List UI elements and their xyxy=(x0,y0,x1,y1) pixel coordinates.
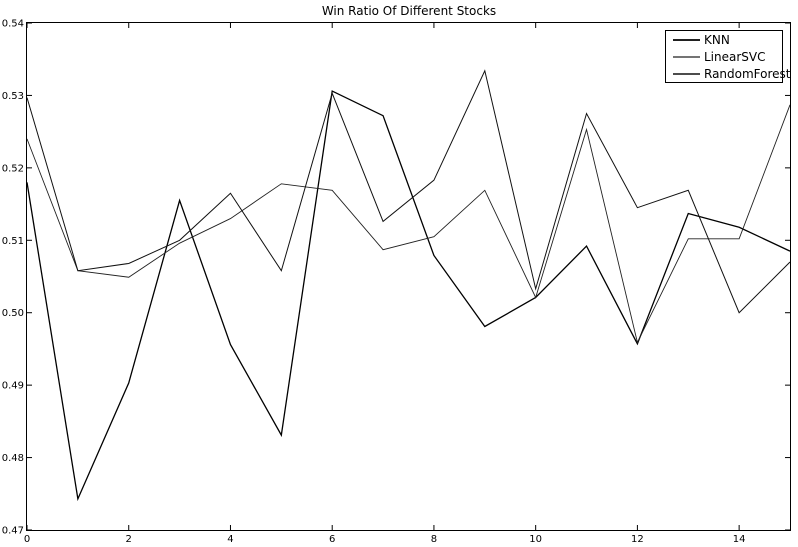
y-tick-label: 0.54 xyxy=(2,19,24,30)
x-tick-label: 2 xyxy=(126,534,132,545)
x-tick-label: 6 xyxy=(329,534,335,545)
x-tick-label: 10 xyxy=(529,534,542,545)
x-tick-label: 0 xyxy=(24,534,30,545)
legend-label-knn: KNN xyxy=(704,33,730,47)
y-axis: 0.47 0.48 0.49 0.50 0.51 0.52 0.53 0.54 xyxy=(2,19,790,537)
series-line-linearsvc xyxy=(26,104,791,344)
x-tick-label: 8 xyxy=(431,534,437,545)
x-tick-label: 4 xyxy=(227,534,233,545)
x-axis: 0 2 4 6 8 10 12 14 xyxy=(24,23,746,545)
series-line-knn xyxy=(26,90,791,502)
legend-label-randomforest: RandomForest xyxy=(704,67,791,81)
y-tick-label: 0.47 xyxy=(2,526,24,537)
y-tick-label: 0.50 xyxy=(2,308,24,319)
legend: KNN LinearSVC RandomForest xyxy=(665,30,791,83)
x-tick-label: 14 xyxy=(733,534,746,545)
plot-frame xyxy=(26,22,791,531)
y-tick-label: 0.51 xyxy=(2,236,24,247)
y-tick-label: 0.53 xyxy=(2,91,24,102)
y-tick-label: 0.52 xyxy=(2,163,24,174)
y-tick-label: 0.49 xyxy=(2,381,24,392)
legend-label-linearsvc: LinearSVC xyxy=(704,50,766,64)
x-tick-label: 12 xyxy=(631,534,644,545)
series-line-randomforest xyxy=(26,69,791,314)
series-layer xyxy=(26,69,791,502)
chart-title: Win Ratio Of Different Stocks xyxy=(322,4,496,18)
y-tick-label: 0.48 xyxy=(2,453,24,464)
